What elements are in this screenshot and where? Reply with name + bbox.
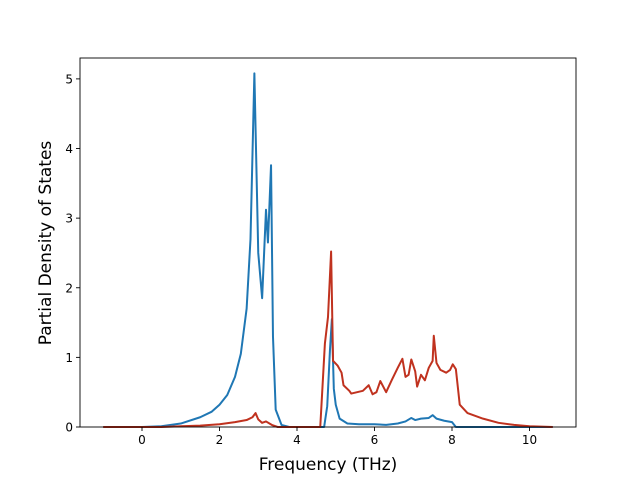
y-tick-label: 2 (65, 281, 73, 295)
y-tick-label: 0 (65, 421, 73, 435)
x-tick-label: 0 (138, 433, 146, 447)
x-tick-label: 4 (293, 433, 301, 447)
x-tick-label: 6 (371, 433, 379, 447)
x-tick-label: 10 (522, 433, 537, 447)
x-tick-label: 2 (216, 433, 224, 447)
pdos-series-line-2 (103, 250, 553, 428)
y-tick-label: 4 (65, 142, 73, 156)
y-axis-label: Partial Density of States (36, 141, 56, 346)
y-axis-ticks: 0 1 2 3 4 5 (65, 72, 80, 435)
y-tick-label: 3 (65, 212, 73, 226)
x-axis-label: Frequency (THz) (259, 455, 398, 475)
x-tick-label: 8 (448, 433, 456, 447)
y-tick-label: 1 (65, 351, 73, 365)
y-tick-label: 5 (65, 72, 73, 86)
plot-frame (79, 57, 577, 428)
x-axis-ticks: 0 2 4 6 8 10 (138, 427, 537, 447)
